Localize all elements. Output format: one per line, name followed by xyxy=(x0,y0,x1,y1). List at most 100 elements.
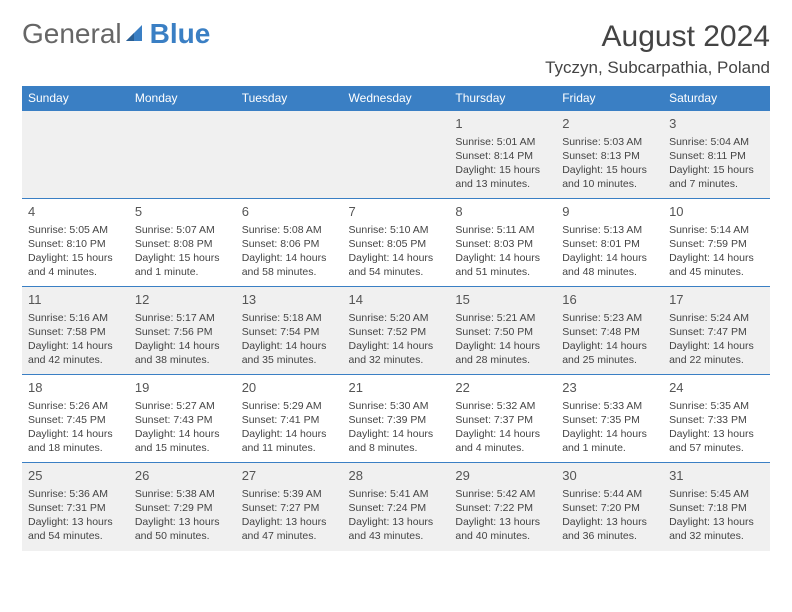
day-header: Tuesday xyxy=(236,86,343,111)
day-number: 28 xyxy=(349,467,444,485)
calendar-cell xyxy=(129,111,236,199)
day-number: 7 xyxy=(349,203,444,221)
cell-text: Sunrise: 5:42 AM xyxy=(455,487,550,501)
cell-text: Sunset: 7:54 PM xyxy=(242,325,337,339)
calendar-cell: 10Sunrise: 5:14 AMSunset: 7:59 PMDayligh… xyxy=(663,199,770,287)
cell-text: Sunrise: 5:39 AM xyxy=(242,487,337,501)
calendar-cell: 11Sunrise: 5:16 AMSunset: 7:58 PMDayligh… xyxy=(22,287,129,375)
cell-text: Daylight: 14 hours xyxy=(242,339,337,353)
day-number: 19 xyxy=(135,379,230,397)
calendar-cell: 20Sunrise: 5:29 AMSunset: 7:41 PMDayligh… xyxy=(236,375,343,463)
calendar-table: SundayMondayTuesdayWednesdayThursdayFrid… xyxy=(22,86,770,551)
calendar-row: 4Sunrise: 5:05 AMSunset: 8:10 PMDaylight… xyxy=(22,199,770,287)
cell-text: Daylight: 13 hours xyxy=(242,515,337,529)
calendar-cell xyxy=(236,111,343,199)
calendar-cell: 16Sunrise: 5:23 AMSunset: 7:48 PMDayligh… xyxy=(556,287,663,375)
cell-text: Daylight: 15 hours xyxy=(669,163,764,177)
cell-text: and 4 minutes. xyxy=(28,265,123,279)
cell-text: Daylight: 14 hours xyxy=(455,427,550,441)
cell-text: Sunrise: 5:10 AM xyxy=(349,223,444,237)
calendar-cell: 13Sunrise: 5:18 AMSunset: 7:54 PMDayligh… xyxy=(236,287,343,375)
cell-text: and 10 minutes. xyxy=(562,177,657,191)
day-number: 21 xyxy=(349,379,444,397)
day-number: 9 xyxy=(562,203,657,221)
cell-text: Sunrise: 5:38 AM xyxy=(135,487,230,501)
cell-text: and 28 minutes. xyxy=(455,353,550,367)
calendar-row: 25Sunrise: 5:36 AMSunset: 7:31 PMDayligh… xyxy=(22,463,770,551)
day-number: 1 xyxy=(455,115,550,133)
cell-text: Sunset: 7:27 PM xyxy=(242,501,337,515)
calendar-cell: 6 Sunrise: 5:08 AMSunset: 8:06 PMDaylight… xyxy=(236,199,343,287)
calendar-cell: 12Sunrise: 5:17 AMSunset: 7:56 PMDayligh… xyxy=(129,287,236,375)
day-number: 6 xyxy=(242,203,337,221)
cell-text: Sunrise: 5:23 AM xyxy=(562,311,657,325)
day-number: 3 xyxy=(669,115,764,133)
day-header: Wednesday xyxy=(343,86,450,111)
calendar-cell xyxy=(343,111,450,199)
cell-text: Sunset: 7:45 PM xyxy=(28,413,123,427)
cell-text: Sunset: 7:22 PM xyxy=(455,501,550,515)
cell-text: and 15 minutes. xyxy=(135,441,230,455)
cell-text: Sunset: 7:41 PM xyxy=(242,413,337,427)
calendar-cell: 1Sunrise: 5:01 AMSunset: 8:14 PMDaylight… xyxy=(449,111,556,199)
cell-text: Daylight: 13 hours xyxy=(669,515,764,529)
calendar-row: 18Sunrise: 5:26 AMSunset: 7:45 PMDayligh… xyxy=(22,375,770,463)
cell-text: Sunset: 8:06 PM xyxy=(242,237,337,251)
day-number: 8 xyxy=(455,203,550,221)
cell-text: Sunset: 8:05 PM xyxy=(349,237,444,251)
calendar-cell: 27Sunrise: 5:39 AMSunset: 7:27 PMDayligh… xyxy=(236,463,343,551)
cell-text: Sunrise: 5:18 AM xyxy=(242,311,337,325)
cell-text: Sunrise: 5:41 AM xyxy=(349,487,444,501)
cell-text: and 4 minutes. xyxy=(455,441,550,455)
cell-text: Daylight: 15 hours xyxy=(562,163,657,177)
calendar-cell: 5Sunrise: 5:07 AMSunset: 8:08 PMDaylight… xyxy=(129,199,236,287)
calendar-cell: 17Sunrise: 5:24 AMSunset: 7:47 PMDayligh… xyxy=(663,287,770,375)
cell-text: Daylight: 14 hours xyxy=(562,427,657,441)
cell-text: and 57 minutes. xyxy=(669,441,764,455)
cell-text: Daylight: 14 hours xyxy=(669,251,764,265)
cell-text: Daylight: 14 hours xyxy=(455,339,550,353)
calendar-cell: 21Sunrise: 5:30 AMSunset: 7:39 PMDayligh… xyxy=(343,375,450,463)
day-number: 25 xyxy=(28,467,123,485)
calendar-cell: 24Sunrise: 5:35 AMSunset: 7:33 PMDayligh… xyxy=(663,375,770,463)
cell-text: Sunrise: 5:21 AM xyxy=(455,311,550,325)
calendar-cell: 25Sunrise: 5:36 AMSunset: 7:31 PMDayligh… xyxy=(22,463,129,551)
calendar-row: 1Sunrise: 5:01 AMSunset: 8:14 PMDaylight… xyxy=(22,111,770,199)
cell-text: Daylight: 14 hours xyxy=(242,251,337,265)
day-number: 5 xyxy=(135,203,230,221)
cell-text: and 54 minutes. xyxy=(28,529,123,543)
calendar-cell: 3Sunrise: 5:04 AMSunset: 8:11 PMDaylight… xyxy=(663,111,770,199)
cell-text: Sunrise: 5:14 AM xyxy=(669,223,764,237)
cell-text: Daylight: 14 hours xyxy=(455,251,550,265)
cell-text: and 48 minutes. xyxy=(562,265,657,279)
cell-text: Sunrise: 5:26 AM xyxy=(28,399,123,413)
cell-text: Daylight: 14 hours xyxy=(669,339,764,353)
cell-text: Sunset: 7:56 PM xyxy=(135,325,230,339)
cell-text: Sunset: 8:11 PM xyxy=(669,149,764,163)
calendar-cell: 2Sunrise: 5:03 AMSunset: 8:13 PMDaylight… xyxy=(556,111,663,199)
cell-text: and 54 minutes. xyxy=(349,265,444,279)
cell-text: Daylight: 14 hours xyxy=(349,339,444,353)
cell-text: and 25 minutes. xyxy=(562,353,657,367)
cell-text: Sunrise: 5:44 AM xyxy=(562,487,657,501)
calendar-cell: 18Sunrise: 5:26 AMSunset: 7:45 PMDayligh… xyxy=(22,375,129,463)
day-number: 11 xyxy=(28,291,123,309)
cell-text: Sunrise: 5:08 AM xyxy=(242,223,337,237)
page-subtitle: Tyczyn, Subcarpathia, Poland xyxy=(545,58,770,78)
cell-text: Daylight: 15 hours xyxy=(455,163,550,177)
day-number: 16 xyxy=(562,291,657,309)
calendar-cell: 15Sunrise: 5:21 AMSunset: 7:50 PMDayligh… xyxy=(449,287,556,375)
cell-text: Sunset: 8:14 PM xyxy=(455,149,550,163)
calendar-cell: 22Sunrise: 5:32 AMSunset: 7:37 PMDayligh… xyxy=(449,375,556,463)
cell-text: and 58 minutes. xyxy=(242,265,337,279)
cell-text: and 11 minutes. xyxy=(242,441,337,455)
cell-text: Sunset: 7:59 PM xyxy=(669,237,764,251)
cell-text: and 13 minutes. xyxy=(455,177,550,191)
page-title: August 2024 xyxy=(545,20,770,54)
day-number: 20 xyxy=(242,379,337,397)
calendar-cell: 23Sunrise: 5:33 AMSunset: 7:35 PMDayligh… xyxy=(556,375,663,463)
cell-text: Sunrise: 5:13 AM xyxy=(562,223,657,237)
calendar-header-row: SundayMondayTuesdayWednesdayThursdayFrid… xyxy=(22,86,770,111)
cell-text: Sunrise: 5:16 AM xyxy=(28,311,123,325)
cell-text: Daylight: 14 hours xyxy=(28,339,123,353)
